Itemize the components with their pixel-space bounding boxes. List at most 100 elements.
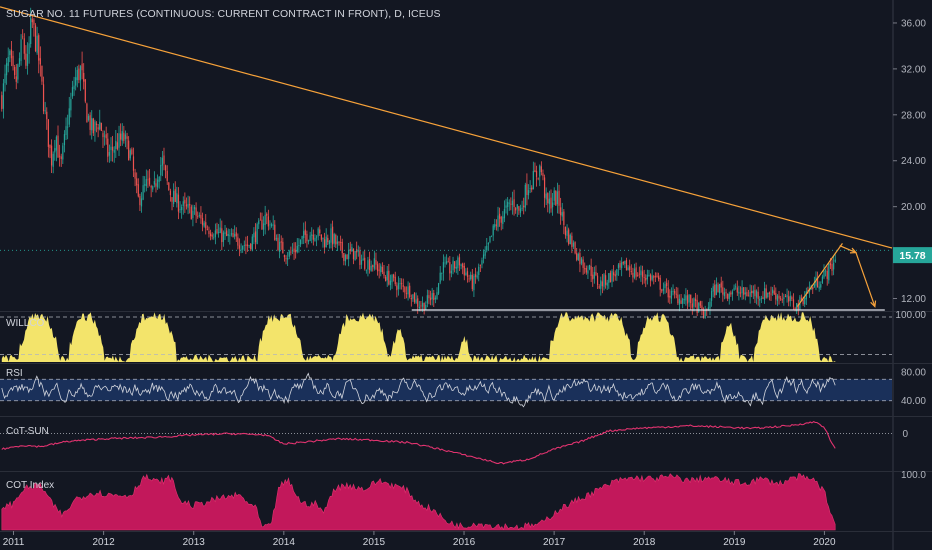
candle-body: [323, 239, 326, 248]
candle-body: [47, 119, 49, 147]
candle-body: [251, 236, 253, 251]
candle-body: [786, 295, 788, 298]
candle-body: [343, 252, 345, 261]
candle-body: [622, 261, 624, 264]
candle-body: [376, 264, 379, 272]
candle-body: [330, 228, 332, 243]
candle-body: [344, 254, 347, 262]
candle-body: [627, 267, 629, 271]
candle-body: [547, 193, 549, 204]
candle-body: [136, 178, 138, 186]
candle-body: [574, 242, 576, 254]
candle-body: [458, 257, 461, 266]
candle-body: [478, 266, 480, 275]
candle-body: [328, 241, 330, 244]
candle-body: [490, 235, 493, 237]
candle-body: [112, 146, 114, 151]
candle-body: [431, 293, 433, 300]
candle-body: [91, 118, 93, 131]
candle-body: [515, 208, 517, 211]
candle-body: [434, 297, 436, 300]
candle-body: [397, 283, 400, 290]
candle-body: [293, 248, 295, 252]
candle-body: [312, 234, 314, 240]
candle-body: [715, 284, 718, 295]
candle-body: [317, 228, 319, 237]
price-tick-label-2: 28.00: [901, 110, 926, 121]
candle-body: [543, 177, 546, 198]
x-tick-label-7: 2018: [633, 537, 656, 548]
candle-body: [579, 253, 581, 265]
candle-body: [381, 266, 383, 273]
long-term-trendline: [0, 6, 893, 249]
candle-body: [425, 304, 427, 311]
candle-body: [829, 263, 832, 266]
candle-body: [585, 267, 587, 273]
rsi-label: RSI: [6, 368, 23, 379]
x-tick-label-4: 2015: [363, 537, 386, 548]
candle-body: [391, 275, 393, 283]
candle-body: [683, 299, 685, 301]
candle-body: [629, 266, 631, 271]
candle-body: [44, 110, 46, 112]
candle-body: [813, 284, 815, 288]
candle-body: [439, 272, 441, 283]
candle-body: [505, 205, 507, 208]
candle-body: [489, 236, 491, 243]
candle-body: [744, 292, 746, 295]
candle-body: [129, 150, 131, 159]
candle-body: [258, 220, 260, 225]
candle-body: [407, 286, 409, 295]
candle-body: [503, 209, 506, 219]
candle-body: [287, 258, 289, 260]
candle-body: [402, 285, 404, 287]
candle-body: [59, 155, 61, 157]
candle-body: [580, 258, 583, 264]
candle-body: [234, 234, 236, 237]
candle-body: [649, 274, 652, 281]
candle-body: [784, 296, 787, 297]
candle-body: [264, 214, 266, 225]
x-tick-label-8: 2019: [723, 537, 746, 548]
candle-body: [46, 111, 48, 120]
candle-body: [820, 284, 822, 288]
candle-body: [645, 277, 647, 281]
candle-body: [776, 295, 779, 301]
candle-body: [437, 283, 440, 294]
candle-body: [211, 234, 213, 237]
candle-body: [685, 295, 687, 301]
candle-body: [662, 288, 665, 291]
candle-body: [651, 275, 653, 280]
candle-body: [722, 287, 724, 295]
candle-body: [291, 250, 294, 252]
candle-body: [781, 299, 783, 301]
candle-body: [81, 63, 83, 71]
candle-body: [592, 274, 594, 280]
candle-body: [137, 184, 139, 197]
candle-body: [327, 237, 329, 243]
candle-body: [555, 190, 557, 206]
candle-body: [587, 270, 589, 274]
candle-body: [116, 142, 119, 150]
candle-body: [200, 214, 202, 219]
cot-index-label: COT Index: [6, 480, 55, 491]
candle-body: [370, 265, 372, 272]
candle-body: [15, 76, 17, 82]
candle-body: [640, 270, 642, 276]
candle-body: [55, 136, 58, 151]
candle-body: [121, 131, 123, 141]
candle-body: [561, 212, 563, 217]
candle-body: [147, 179, 149, 181]
candle-body: [601, 281, 603, 287]
candle-body: [701, 305, 703, 310]
candle-body: [773, 290, 775, 295]
rising-trendline: [796, 243, 843, 307]
candles: [1, 7, 836, 319]
candle-body: [153, 181, 155, 185]
candle-body: [30, 18, 32, 45]
candle-body: [9, 50, 11, 56]
candle-body: [691, 303, 693, 308]
candle-body: [290, 251, 292, 253]
candle-body: [826, 271, 828, 279]
